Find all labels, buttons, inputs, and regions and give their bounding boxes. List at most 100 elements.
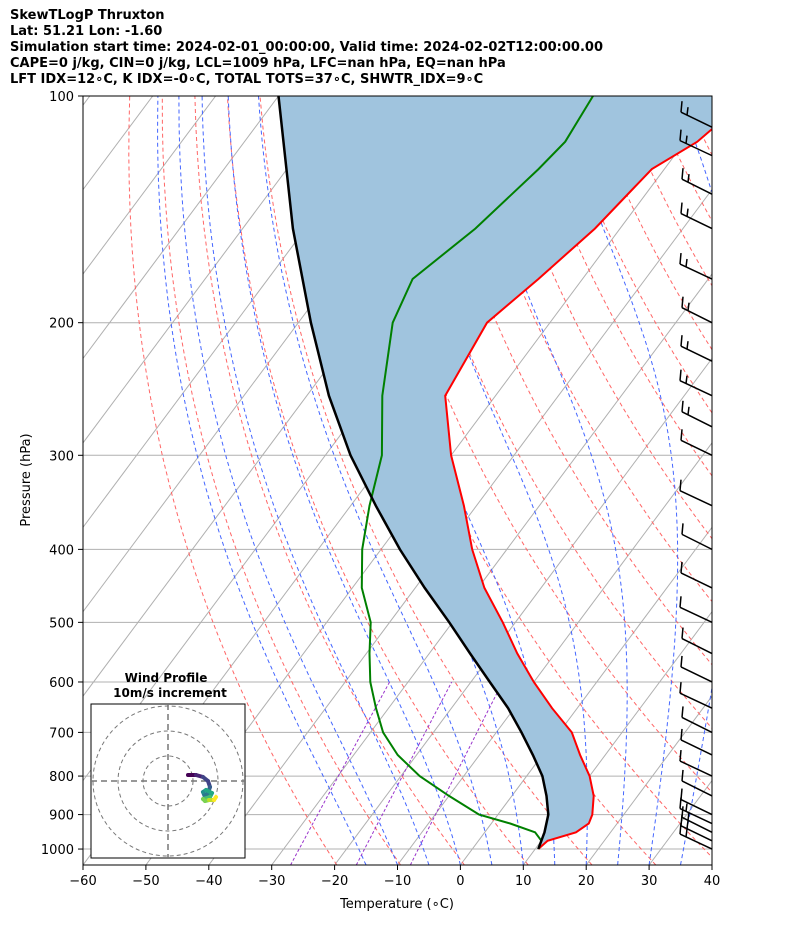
wind-barb-shaft xyxy=(681,533,713,551)
isotherm xyxy=(334,357,712,865)
moist-adiabat xyxy=(711,862,712,865)
wind-barb-flag xyxy=(679,749,682,762)
y-tick-label: 600 xyxy=(49,676,74,691)
moist-adiabat xyxy=(157,96,367,865)
moist-adiabat xyxy=(462,96,628,865)
wind-barb xyxy=(679,129,713,157)
wind-barb xyxy=(679,252,713,280)
dry-adiabat xyxy=(749,96,794,865)
wind-barb-flag xyxy=(681,296,684,308)
y-tick-label: 1000 xyxy=(41,843,74,858)
y-tick-label: 400 xyxy=(49,543,74,558)
wind-barb-flag xyxy=(680,655,683,668)
wind-barb-flag xyxy=(680,728,683,741)
mixing-ratio-line xyxy=(409,681,504,865)
wind-barb xyxy=(680,728,713,756)
x-tick-label: −20 xyxy=(321,874,348,889)
wind-barb-shaft xyxy=(679,490,713,507)
moist-adiabat xyxy=(227,96,461,865)
dry-adiabat xyxy=(389,96,712,730)
dry-adiabat xyxy=(357,96,712,794)
wind-barb-shaft xyxy=(681,637,713,655)
wind-barb xyxy=(679,479,713,507)
wind-barb xyxy=(680,788,713,816)
wind-barb xyxy=(681,806,713,833)
y-tick-label: 500 xyxy=(49,616,74,631)
wind-barb-flag xyxy=(686,208,689,217)
wind-barb-shaft xyxy=(681,411,713,428)
wind-barb-flag xyxy=(681,806,684,818)
wind-barb-flag xyxy=(679,369,682,381)
mixing-ratio-line xyxy=(290,681,391,865)
x-tick-label: 30 xyxy=(641,874,658,889)
y-tick-label: 100 xyxy=(49,90,74,105)
hodograph-trace xyxy=(212,795,218,802)
x-tick-label: 10 xyxy=(515,874,532,889)
wind-barb-flag xyxy=(685,803,688,812)
isotherm xyxy=(522,610,712,865)
wind-barb-flag xyxy=(687,174,690,183)
moist-adiabat xyxy=(554,96,679,865)
wind-barb xyxy=(681,168,713,195)
moist-adiabat xyxy=(293,96,524,865)
dry-adiabat xyxy=(552,96,712,414)
wind-barb-flag xyxy=(681,769,684,781)
wind-barb-shaft xyxy=(681,780,713,797)
wind-barb-shaft xyxy=(680,739,713,756)
y-tick-label: 200 xyxy=(49,317,74,332)
hodograph-ring xyxy=(117,730,219,832)
moist-adiabat xyxy=(178,96,398,865)
dewpoint-line xyxy=(360,96,594,850)
wind-barb-flag xyxy=(681,627,684,639)
dry-adiabat xyxy=(585,96,712,351)
isotherm xyxy=(271,273,712,865)
chart-title: SkewTLogP Thruxton xyxy=(10,8,165,23)
wind-barb-shaft xyxy=(680,111,713,128)
wind-barb xyxy=(680,429,713,456)
wind-barb-shaft xyxy=(679,263,713,280)
moist-adiabat xyxy=(201,96,430,865)
x-tick-label: −30 xyxy=(258,874,285,889)
wind-barb-shaft xyxy=(679,807,713,825)
wind-barb-flag xyxy=(687,812,690,821)
wind-barb-flag xyxy=(679,596,682,608)
moist-adiabat xyxy=(258,96,493,865)
wind-barb-flag xyxy=(679,129,682,141)
wind-barb-shaft xyxy=(679,760,713,777)
y-tick-label: 700 xyxy=(49,726,74,741)
indices-line-2: LFT IDX=12∘C, K IDX=-0∘C, TOTAL TOTS=37∘… xyxy=(10,72,484,87)
wind-barb-flag xyxy=(685,258,688,268)
wind-barb xyxy=(681,523,713,551)
hodograph-title: Wind Profile xyxy=(125,671,208,685)
dry-adiabat xyxy=(716,96,794,865)
cape-shading xyxy=(278,96,712,849)
wind-barb-flag xyxy=(687,302,690,311)
wind-barb xyxy=(679,596,713,624)
x-tick-label: −40 xyxy=(195,874,222,889)
parcel-line xyxy=(277,96,550,850)
dry-adiabat xyxy=(259,96,593,865)
wind-barb-flag xyxy=(680,788,683,800)
dry-adiabat xyxy=(520,96,712,477)
wind-barb-shaft xyxy=(681,307,713,324)
time-line: Simulation start time: 2024-02-01_00:00:… xyxy=(10,40,603,55)
wind-barb-shaft xyxy=(681,178,713,195)
y-axis-label: Pressure (hPa) xyxy=(19,433,34,526)
temperature-line xyxy=(444,127,712,850)
wind-barb-shaft xyxy=(679,379,713,397)
wind-barb xyxy=(681,706,713,734)
location-line: Lat: 51.21 Lon: -1.60 xyxy=(10,24,163,39)
indices-line-1: CAPE=0 j/kg, CIN=0 j/kg, LCL=1009 hPa, L… xyxy=(10,56,506,71)
wind-barb xyxy=(681,296,713,324)
isotherm xyxy=(585,695,712,865)
wind-barb xyxy=(679,749,713,777)
dry-adiabat xyxy=(422,96,712,666)
isotherm xyxy=(83,96,91,106)
y-tick-label: 900 xyxy=(49,809,74,824)
dry-adiabat xyxy=(194,96,465,865)
wind-barb-shaft xyxy=(681,716,713,734)
hodograph: Wind Profile 10m/s increment xyxy=(90,671,246,859)
wind-barb-flag xyxy=(687,406,690,415)
x-tick-label: 20 xyxy=(578,874,595,889)
wind-barb-flag xyxy=(680,561,683,573)
